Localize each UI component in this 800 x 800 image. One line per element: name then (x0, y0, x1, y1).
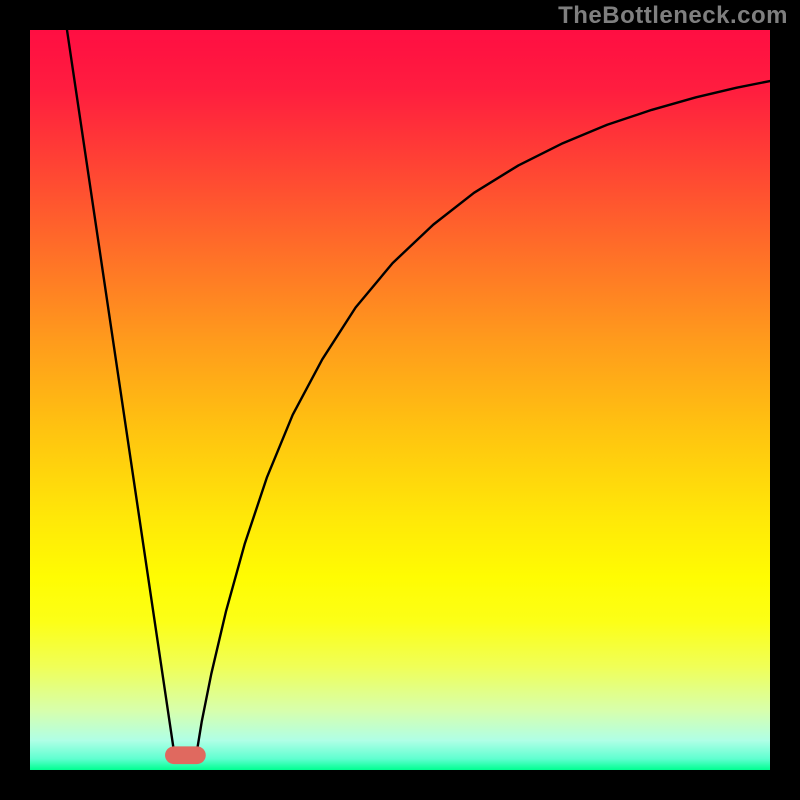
chart-background (30, 30, 770, 770)
watermark-text: TheBottleneck.com (558, 2, 788, 30)
chart-root: { "watermark": "TheBottleneck.com", "cha… (0, 0, 800, 800)
bottleneck-chart (0, 0, 800, 800)
bottleneck-pill (165, 746, 206, 764)
